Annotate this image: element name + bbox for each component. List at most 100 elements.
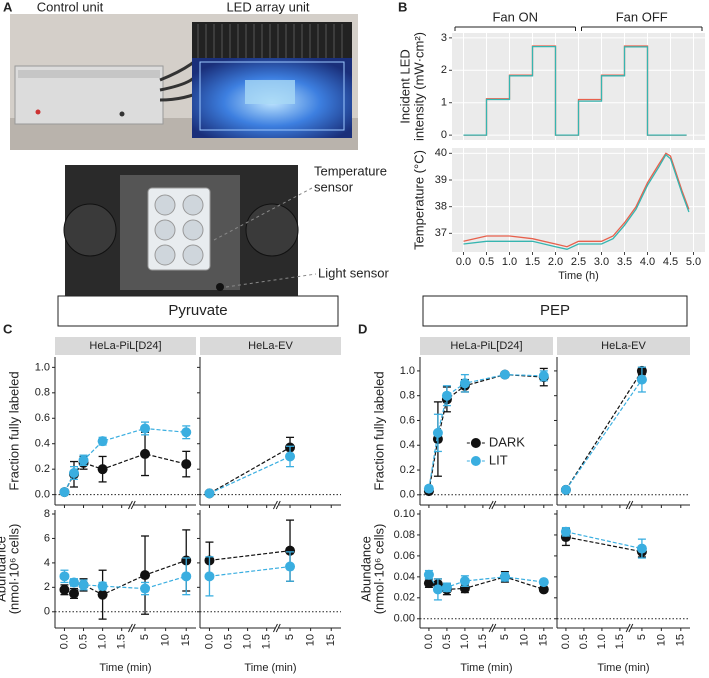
series-line [63,453,187,493]
x-tick-label: 0.5 [77,634,89,649]
data-point [441,390,452,401]
x-tick-label: 15 [538,634,550,646]
axis-break [127,500,133,510]
x-tick-label: 0.0 [456,256,471,268]
y-tick-label: 4 [44,557,50,569]
photo-setup [10,14,358,150]
data-point [140,423,151,434]
y-tick-label: 0 [44,606,50,618]
y-tick-label: 0.4 [35,438,50,450]
legend-swatch [470,456,481,466]
x-tick-label: 0.5 [441,634,453,649]
x-tick-label: 5 [139,634,151,640]
facet-label: HeLa-EV [601,340,646,352]
y-tick-label: 0.6 [35,412,50,424]
y-tick-label: 0.04 [394,571,415,583]
y-tick-label: 0.02 [394,592,415,604]
x-axis-label: Time (min) [244,662,296,674]
y-axis-label: (nmol·10⁶ cells) [6,524,21,615]
x-tick-label: 1.5 [614,634,626,649]
y-tick-label: 0.8 [400,390,415,402]
x-tick-label: 15 [180,634,192,646]
x-axis-label: Time (min) [99,662,151,674]
y-axis-label: Fraction fully labeled [6,371,21,490]
axis-break [275,500,281,510]
legend-label: DARK [489,434,525,449]
data-point [140,570,151,581]
axis-break [488,623,494,633]
y-tick-label: 0.0 [35,489,50,501]
x-tick-label: 5.0 [686,256,701,268]
x-tick-label: 1.0 [459,634,471,649]
photo-interior [63,165,317,298]
data-point [78,455,89,466]
x-tick-label: 1.5 [477,634,489,649]
series-line [209,455,291,494]
y-tick-label: 0.0 [400,489,415,501]
data-point [140,583,151,594]
data-point [181,427,192,438]
data-point [499,571,510,582]
x-tick-label: 4.0 [640,256,655,268]
data-point [636,374,647,385]
data-point [140,448,151,459]
axis-break [628,623,634,633]
data-point [560,526,571,537]
facet-strip [200,337,341,355]
panel-letter: A [3,0,13,14]
series-line [565,531,643,550]
x-tick-label: 1.5 [116,634,128,649]
callout: Light sensor [318,265,389,280]
y-tick-label: 1.0 [400,365,415,377]
data-point [78,579,89,590]
data-point [636,543,647,554]
y-tick-label: 3 [441,32,447,44]
chart-title: PEP [540,302,570,319]
axis-break [272,623,278,633]
data-point [432,584,443,595]
series-line [463,153,690,250]
y-tick-label: 0.08 [394,529,415,541]
data-point [423,483,434,494]
data-point [538,577,549,588]
data-point [285,451,296,462]
series-line [209,550,291,561]
photo-label: Control unit [37,0,104,14]
x-axis-label: Time (min) [460,662,512,674]
y-tick-label: 1 [441,97,447,109]
series-line [463,152,690,248]
x-tick-label: 2.0 [548,256,563,268]
data-point [59,487,70,498]
data-point [423,578,434,589]
facet-strip [55,337,196,355]
x-tick-label: 1.0 [596,634,608,649]
x-tick-label: 10 [518,634,530,646]
series-line [209,566,291,577]
data-point [97,589,108,600]
data-point [423,569,434,580]
y-axis-label: Fraction fully labeled [371,371,386,490]
series-line [565,379,643,491]
y-tick-label: 0.00 [394,613,415,625]
data-point [59,571,70,582]
x-tick-label: 0.0 [560,634,572,649]
facet-strip [557,337,690,355]
y-axis-label: Abundance [0,536,8,602]
y-axis-label: Temperature (°C) [411,150,426,250]
axis-break [628,500,634,510]
axis-break [272,500,278,510]
x-tick-label: 15 [325,634,337,646]
x-axis-label: Time (h) [558,270,599,282]
x-tick-label: 5 [636,634,648,640]
title-box [422,295,688,327]
y-tick-label: 0.06 [394,550,415,562]
y-tick-label: 0.6 [400,414,415,426]
x-tick-label: 2.5 [571,256,586,268]
y-tick-label: 2 [441,64,447,76]
series-line [428,373,544,489]
x-tick-label: 3.0 [594,256,609,268]
y-tick-label: 1.0 [35,361,50,373]
series-line [565,370,643,491]
series-line [209,446,291,494]
